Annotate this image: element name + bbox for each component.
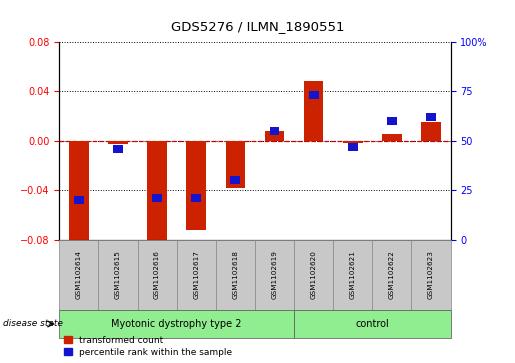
Bar [74, 196, 83, 204]
Bar [426, 113, 436, 121]
Bar [152, 194, 162, 202]
Bar [265, 131, 284, 140]
Text: control: control [355, 319, 389, 329]
Text: GSM1102623: GSM1102623 [428, 250, 434, 299]
Text: GSM1102617: GSM1102617 [193, 250, 199, 299]
Bar [230, 176, 240, 184]
Bar [69, 140, 89, 243]
Bar [226, 140, 245, 188]
Text: disease state: disease state [3, 319, 62, 329]
Text: GSM1102620: GSM1102620 [311, 250, 317, 299]
Legend: transformed count, percentile rank within the sample: transformed count, percentile rank withi… [64, 336, 232, 357]
Bar [108, 140, 128, 144]
Bar [348, 143, 357, 151]
Text: GSM1102621: GSM1102621 [350, 250, 356, 299]
Bar [304, 81, 323, 140]
Text: GSM1102622: GSM1102622 [389, 250, 395, 299]
Bar [191, 194, 201, 202]
Bar [382, 134, 402, 140]
Bar [147, 140, 167, 242]
Bar [269, 127, 279, 135]
Bar [387, 117, 397, 125]
Bar [186, 140, 206, 230]
Text: GSM1102618: GSM1102618 [232, 250, 238, 299]
Text: GSM1102614: GSM1102614 [76, 250, 82, 299]
Text: Myotonic dystrophy type 2: Myotonic dystrophy type 2 [111, 319, 242, 329]
Bar [343, 140, 363, 143]
Bar [308, 91, 318, 99]
Bar [113, 144, 123, 152]
Text: GDS5276 / ILMN_1890551: GDS5276 / ILMN_1890551 [171, 20, 344, 33]
Text: GSM1102619: GSM1102619 [271, 250, 278, 299]
Text: GSM1102615: GSM1102615 [115, 250, 121, 299]
Text: GSM1102616: GSM1102616 [154, 250, 160, 299]
Bar [421, 122, 441, 140]
